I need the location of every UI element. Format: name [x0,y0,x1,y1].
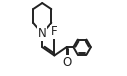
Text: O: O [62,56,71,69]
Text: N: N [38,27,47,40]
Text: F: F [51,25,58,38]
